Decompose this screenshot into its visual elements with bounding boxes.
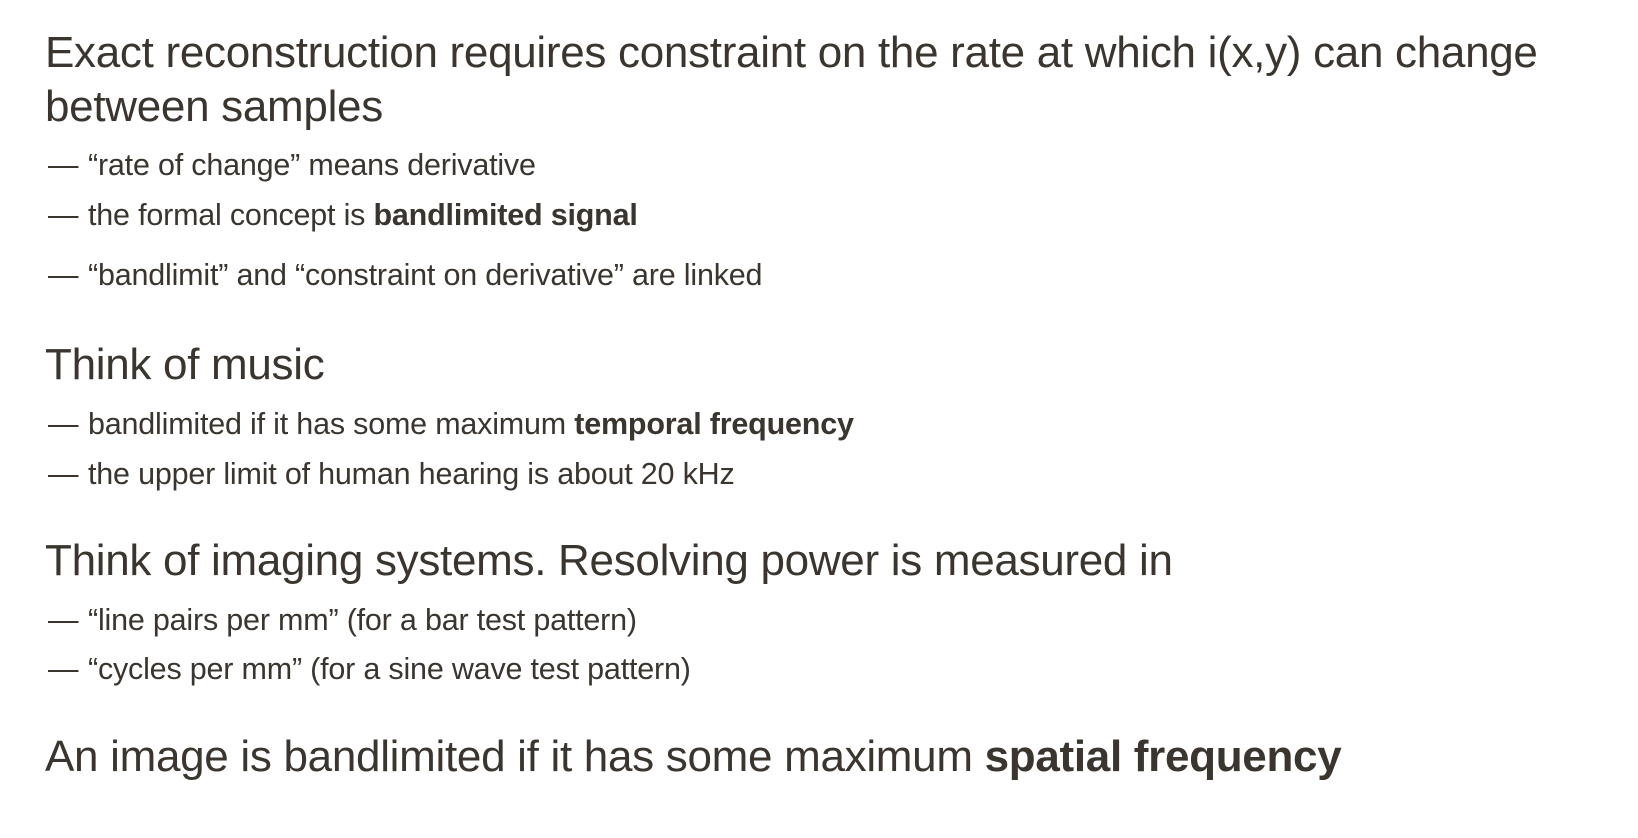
bullet-text: “cycles per mm” (for a sine wave test pa… [88,652,691,686]
bullet-temporal-frequency: — bandlimited if it has some maximum temp… [48,406,854,442]
heading-text: Exact reconstruction requires constraint… [45,28,1538,77]
bullet-dash: — [48,147,88,183]
heading-imaging-systems: Think of imaging systems. Resolving powe… [45,534,1173,588]
heading-text: Think of music [45,340,324,389]
bullet-bold-term: temporal frequency [574,407,853,441]
bullet-text: “line pairs per mm” (for a bar test patt… [88,603,637,637]
bullet-dash: — [48,456,88,492]
heading-reconstruction-line-2: between samples [45,80,383,134]
bullet-dash: — [48,197,88,233]
bullet-bandlimit-linked: — “bandlimit” and “constraint on derivati… [48,257,762,293]
bullet-text: “rate of change” means derivative [88,148,536,182]
bullet-text: bandlimited if it has some maximum [88,407,574,441]
heading-text: An image is bandlimited if it has some m… [45,732,985,781]
bullet-rate-of-change: — “rate of change” means derivative [48,147,536,183]
heading-bold-term: spatial frequency [985,732,1342,781]
heading-music: Think of music [45,338,324,392]
bullet-human-hearing: — the upper limit of human hearing is abo… [48,456,735,492]
bullet-dash: — [48,651,88,687]
bullet-dash: — [48,257,88,293]
bullet-formal-concept: — the formal concept is bandlimited signa… [48,197,638,233]
bullet-line-pairs: — “line pairs per mm” (for a bar test pat… [48,602,637,638]
bullet-bold-term: bandlimited signal [373,198,637,232]
bullet-text: the upper limit of human hearing is abou… [88,457,735,491]
bullet-dash: — [48,406,88,442]
bullet-cycles-per-mm: — “cycles per mm” (for a sine wave test p… [48,651,691,687]
heading-spatial-frequency: An image is bandlimited if it has some m… [45,730,1341,784]
heading-reconstruction-line-1: Exact reconstruction requires constraint… [45,26,1538,80]
bullet-text: “bandlimit” and “constraint on derivativ… [88,258,762,292]
bullet-text: the formal concept is [88,198,373,232]
heading-text: between samples [45,82,383,131]
bullet-dash: — [48,602,88,638]
heading-text: Think of imaging systems. Resolving powe… [45,536,1173,585]
